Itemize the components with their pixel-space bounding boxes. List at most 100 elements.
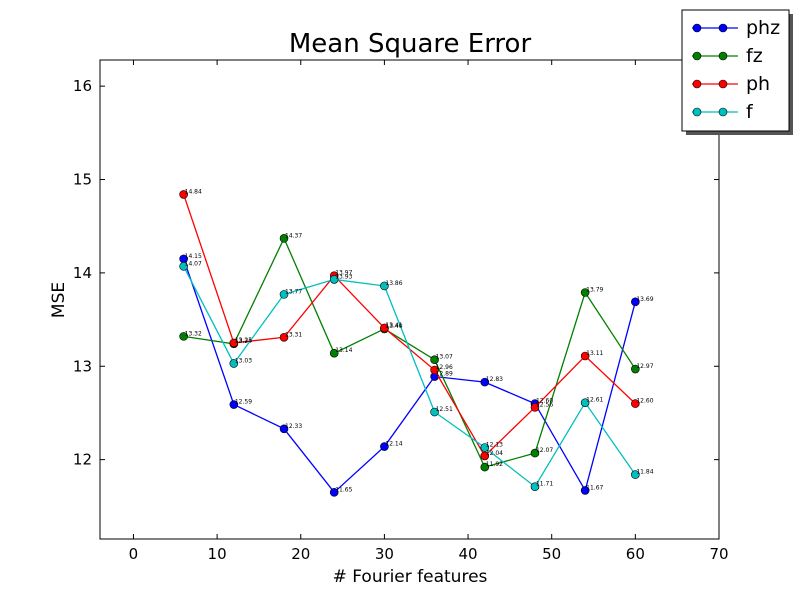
data-point-ph <box>179 190 188 199</box>
chart-title: Mean Square Error <box>289 29 532 59</box>
data-label-phz: 12.33 <box>285 423 302 430</box>
data-point-f <box>329 275 339 284</box>
data-point-fz <box>179 332 188 341</box>
data-point-fz <box>430 355 439 365</box>
data-point-ph <box>229 338 239 348</box>
data-label-f: 13.93 <box>335 273 352 280</box>
data-point-f <box>530 482 540 492</box>
y-tick-label: 16 <box>73 77 92 95</box>
data-label-f: 12.13 <box>486 441 503 448</box>
data-point-ph <box>279 333 289 342</box>
data-label-fz: 12.97 <box>636 363 653 370</box>
data-point-phz <box>380 442 389 451</box>
legend-marker-ph <box>718 79 728 89</box>
data-label-f: 13.77 <box>285 288 302 295</box>
data-point-ph <box>631 399 640 408</box>
data-label-ph: 13.97 <box>335 270 352 277</box>
data-label-ph: 12.56 <box>536 401 553 408</box>
data-point-f <box>229 359 239 368</box>
data-point-phz <box>480 377 490 387</box>
data-point-f <box>430 407 439 417</box>
data-point-f <box>631 470 640 479</box>
legend-label-fz: fz <box>746 45 763 67</box>
data-point-ph <box>430 365 439 375</box>
data-label-phz: 11.65 <box>335 486 352 493</box>
data-label-f: 13.86 <box>385 280 402 287</box>
data-point-ph <box>380 323 389 333</box>
data-label-phz: 12.60 <box>536 398 553 405</box>
data-label-ph: 13.25 <box>235 337 252 344</box>
x-tick-label: 10 <box>208 545 227 563</box>
data-label-phz: 11.67 <box>586 484 603 491</box>
data-labels: 14.15 12.59 12.33 11.65 12.14 12.89 12.83 12.60… <box>185 188 654 493</box>
legend-marker-ph <box>692 79 702 89</box>
x-tick-label: 70 <box>709 545 728 563</box>
data-label-f: 12.51 <box>436 406 453 413</box>
data-label-ph: 12.60 <box>636 398 653 405</box>
data-point-phz <box>631 297 640 307</box>
data-label-ph: 12.96 <box>436 364 453 371</box>
data-point-ph <box>530 403 540 412</box>
data-label-f: 13.03 <box>235 357 252 364</box>
data-point-fz <box>631 364 640 374</box>
legend-marker-f <box>692 107 702 117</box>
data-point-fz <box>530 448 540 458</box>
data-label-fz: 12.07 <box>536 447 553 454</box>
data-label-ph: 13.31 <box>285 331 302 338</box>
data-label-phz: 12.59 <box>235 399 252 406</box>
data-label-f: 11.84 <box>636 469 653 476</box>
data-point-f <box>279 290 289 299</box>
data-point-f <box>480 443 490 452</box>
data-point-fz <box>279 234 289 243</box>
y-tick-label: 15 <box>73 171 92 189</box>
y-tick-label: 14 <box>73 264 92 282</box>
x-axis-title: # Fourier features <box>333 567 488 587</box>
data-label-ph: 12.04 <box>486 450 503 457</box>
data-label-phz: 13.69 <box>636 296 653 303</box>
data-label-ph: 13.11 <box>586 350 603 357</box>
y-axis-title: MSE <box>49 282 69 318</box>
x-tick-label: 30 <box>375 545 394 563</box>
data-label-phz: 12.14 <box>385 441 402 448</box>
y-tick-label: 13 <box>73 357 92 375</box>
data-point-fz <box>329 348 339 358</box>
data-label-fz: 13.14 <box>335 347 352 354</box>
data-label-fz: 13.40 <box>385 323 402 330</box>
x-tick-label: 0 <box>129 545 139 563</box>
data-point-phz <box>229 400 239 409</box>
legend-marker-fz <box>718 51 728 61</box>
x-tick-label: 60 <box>626 545 645 563</box>
plot-area <box>99 59 720 540</box>
data-label-phz: 12.83 <box>486 376 503 383</box>
data-label-f: 11.71 <box>536 481 553 488</box>
data-point-ph <box>580 351 590 361</box>
y-tick-label: 12 <box>73 451 92 469</box>
data-point-ph <box>480 451 490 461</box>
data-label-fz: 14.37 <box>285 232 302 239</box>
legend-label-f: f <box>746 101 754 123</box>
data-point-phz <box>580 486 590 495</box>
x-tick-label: 40 <box>459 545 478 563</box>
legend-label-phz: phz <box>746 17 780 39</box>
data-label-fz: 13.24 <box>235 338 252 345</box>
data-label-fz: 13.32 <box>185 330 202 337</box>
series-line-f <box>183 266 636 488</box>
data-label-ph: 14.84 <box>185 188 202 195</box>
data-point-f <box>179 262 188 271</box>
data-point-f <box>380 281 389 291</box>
series-layer <box>179 190 640 497</box>
x-tick-label: 50 <box>542 545 561 563</box>
data-label-f: 14.07 <box>185 260 202 267</box>
series-line-phz <box>183 258 636 494</box>
data-point-f <box>580 398 590 407</box>
legend-marker-phz <box>718 23 728 33</box>
data-label-phz: 14.15 <box>185 253 202 260</box>
legend-marker-phz <box>692 23 702 33</box>
axes: 0 10 20 30 40 50 60 70 12 13 14 15 16 <box>73 60 729 563</box>
data-label-f: 12.61 <box>586 397 603 404</box>
data-point-fz <box>480 462 490 472</box>
data-point-phz <box>279 424 289 434</box>
x-tick-label: 20 <box>291 545 310 563</box>
legend: phz fz ph f <box>681 9 793 135</box>
